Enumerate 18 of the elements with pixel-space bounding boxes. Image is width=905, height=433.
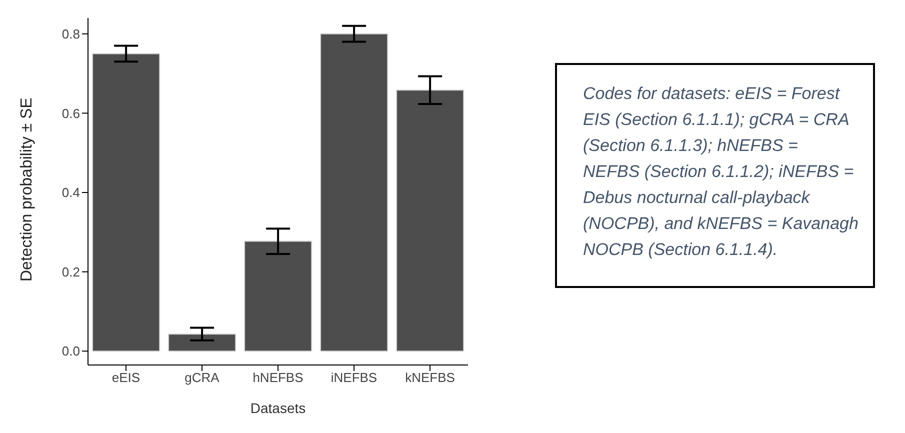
bar	[320, 33, 388, 352]
bar	[92, 53, 160, 352]
bar	[244, 240, 312, 352]
y-tick-label: 0.8	[62, 26, 80, 42]
bar	[168, 334, 236, 352]
bar	[396, 90, 464, 352]
y-tick-label: 0.2	[62, 264, 80, 280]
x-tick-label: iNEFBS	[330, 370, 378, 386]
y-tick-label: 0.4	[62, 185, 80, 200]
y-tick-label: 0.6	[62, 106, 80, 121]
x-tick-label: gCRA	[184, 370, 220, 386]
x-tick-label: eEIS	[112, 370, 140, 386]
x-tick-label: hNEFBS	[252, 370, 304, 386]
x-tick-label: kNEFBS	[405, 370, 456, 386]
x-axis-title: Datasets	[250, 400, 306, 416]
text: Codes for datasets: eEIS = Forest EIS (Section 6.1.1.1); gCRA = CRA (Section 6.1.1.3); hNEFBS = NEFBS (Section 6.1.1.2); iNEFBS = Debus nocturnal call-playback (NOCPB), and kNEFBS = Kavanagh NOCPB (Section 6.1.1.4).	[555, 63, 875, 288]
y-tick-label: 0.0	[62, 344, 80, 359]
y-axis-title: Detection probability ± SE	[18, 98, 36, 282]
